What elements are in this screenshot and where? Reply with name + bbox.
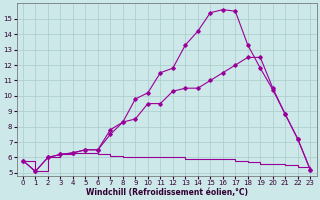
- X-axis label: Windchill (Refroidissement éolien,°C): Windchill (Refroidissement éolien,°C): [85, 188, 248, 197]
